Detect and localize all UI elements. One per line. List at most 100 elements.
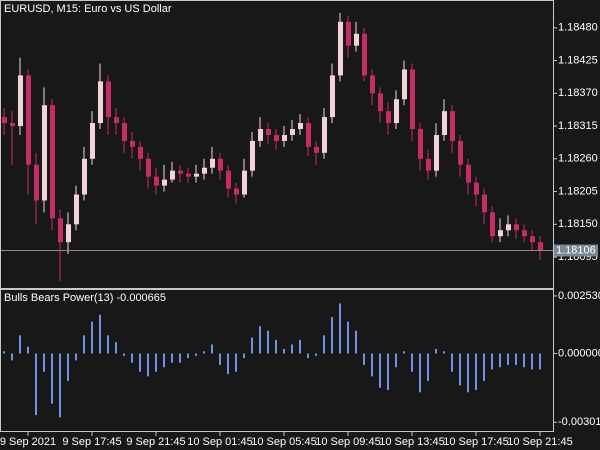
histogram-bar [203,351,205,354]
x-tick-label: 9 Sep 17:45 [62,436,121,448]
candle-body [530,236,535,243]
candle-body [282,134,287,141]
candle-body [34,164,39,201]
candle-body [434,134,439,171]
y-tick-label: 1.18150 [558,218,598,230]
histogram-bar [419,353,421,393]
candle-body [322,117,327,153]
candle-body [130,140,135,147]
histogram-bar [371,353,373,377]
histogram-bar [187,353,189,359]
histogram-bar [259,326,261,354]
candle-body [314,146,319,153]
histogram-bar [395,353,397,368]
histogram-bar [475,353,477,390]
histogram-bar [83,335,85,354]
y-tick-label: 1.18260 [558,153,598,165]
histogram-bar [523,353,525,368]
candle-body [458,140,463,165]
x-tick-label: 10 Sep 09:45 [315,436,380,448]
candle-body [26,75,31,165]
histogram-bar [275,339,277,354]
x-tick-label: 10 Sep 01:45 [187,436,252,448]
histogram-bar [531,353,533,370]
histogram-bar [19,335,21,354]
histogram-bar [451,353,453,372]
histogram-bar [507,353,509,365]
histogram-bar [219,353,221,365]
histogram-bar [379,353,381,388]
x-tick-label: 9 Sep 2021 [0,436,56,448]
histogram-bar [299,339,301,354]
price-pane-frame [0,0,554,289]
indicator-pane-frame [0,289,554,432]
histogram-bar [323,335,325,354]
y-tick-label: 1.18480 [558,22,598,34]
candle-body [74,194,79,225]
histogram-bar [443,351,445,354]
y-tick-label: 1.18425 [558,54,598,66]
candle-body [2,117,7,124]
histogram-bar [27,346,29,354]
candle-body [18,75,23,127]
histogram-bar [363,353,365,365]
histogram-bar [171,353,173,363]
candle-body [114,117,119,124]
candle-body [106,81,111,118]
histogram-bar [243,353,245,359]
candle-body [218,158,223,171]
candle-body [258,129,263,141]
candle-body [250,140,255,171]
y-tick-label: 1.18315 [558,120,598,132]
candle-body [266,129,271,135]
histogram-bar [515,353,517,365]
histogram-bar [139,353,141,372]
histogram-bar [459,353,461,386]
candle-body [82,158,87,195]
histogram-bar [75,353,77,361]
candle-body [210,158,215,168]
histogram-bar [339,303,341,354]
candle-body [386,111,391,124]
candle-body [474,182,479,195]
candle-body [226,170,231,189]
candle-body [378,93,383,112]
x-tick-label: 9 Sep 21:45 [126,436,185,448]
candle-body [274,134,279,141]
candle-body [538,242,543,251]
x-tick-label: 10 Sep 17:45 [443,436,508,448]
histogram-bar [3,351,5,354]
y-tick-label: -0.003013 [558,416,600,428]
histogram-bar [267,330,269,354]
histogram-bar [107,335,109,354]
candle-body [242,170,247,195]
histogram-bar [315,353,317,356]
candle-body [90,123,95,159]
current-price-label: 1.18106 [556,244,596,256]
histogram-bar [35,353,37,416]
candle-body [442,111,447,135]
histogram-bar [163,353,165,368]
indicator-title: Bulls Bears Power(13) -0.000665 [4,292,166,304]
histogram-bar [467,353,469,393]
candle-body [330,75,335,118]
histogram-bar [155,353,157,372]
candle-body [170,170,175,180]
candle-body [234,188,239,195]
candle-body [482,194,487,213]
histogram-bar [427,353,429,381]
candle-body [402,69,407,100]
histogram-bar [131,353,133,363]
chart-title: EURUSD, M15: Euro vs US Dollar [4,3,172,15]
candle-body [290,129,295,135]
histogram-bar [307,353,309,359]
histogram-bar [291,344,293,354]
candle-body [298,123,303,130]
candle-body [506,224,511,231]
histogram-bar [331,317,333,354]
x-tick-label: 10 Sep 05:45 [251,436,316,448]
candle-body [338,21,343,76]
y-tick-label: 0.000000 [558,347,600,359]
candle-body [66,224,71,243]
histogram-bar [227,353,229,375]
